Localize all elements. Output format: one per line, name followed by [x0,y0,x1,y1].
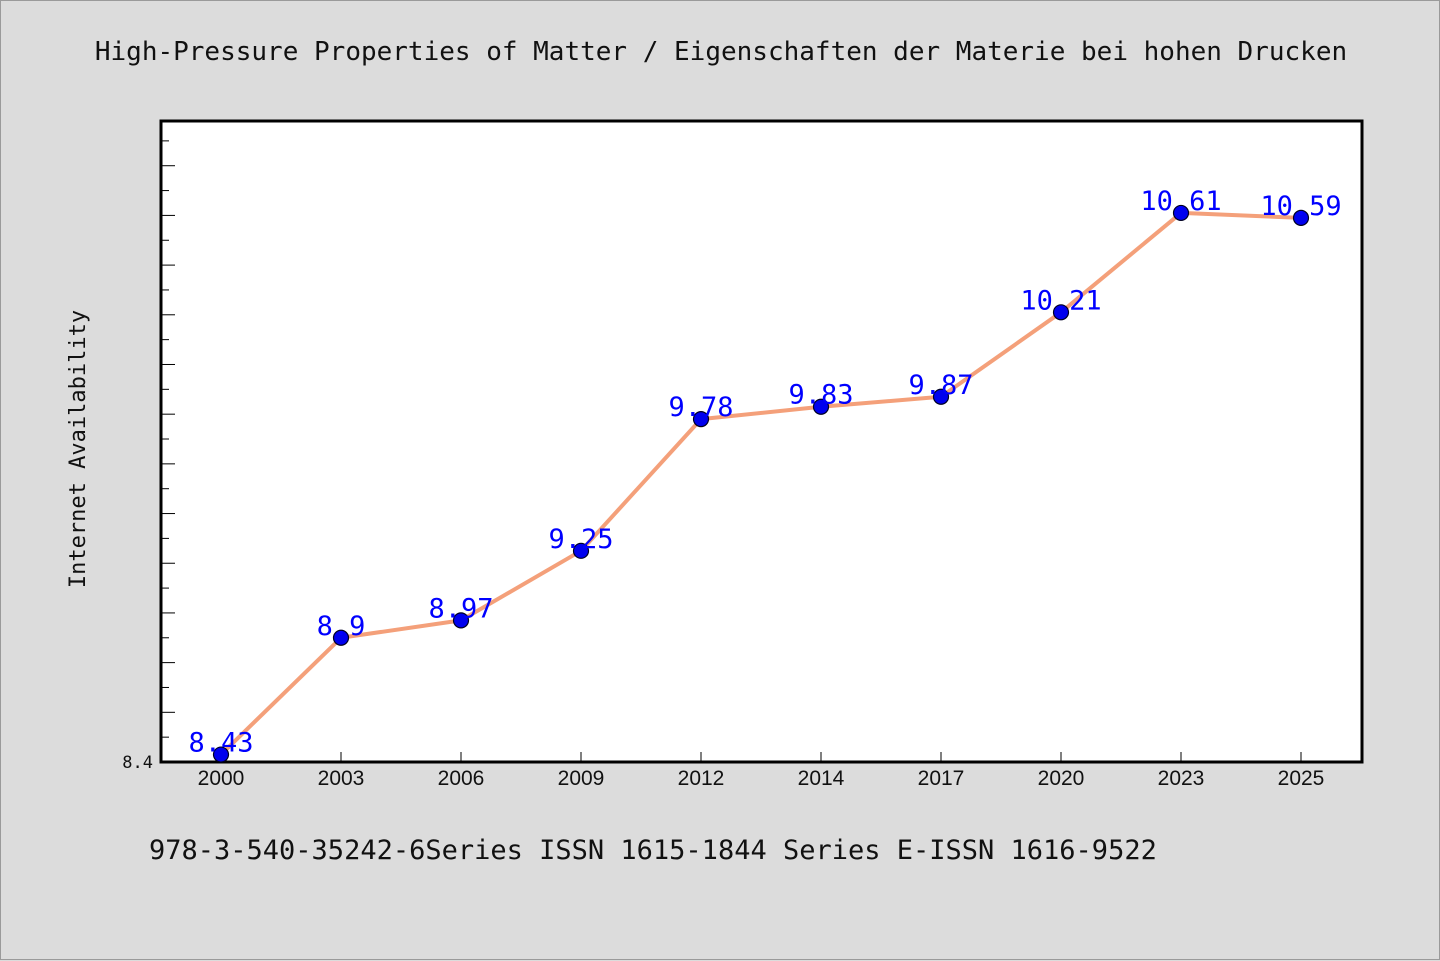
data-point [812,398,830,415]
series-line [219,210,1302,756]
x-tick-label: 2014 [798,767,845,790]
data-label: 10.59 [1260,191,1341,222]
data-label: 8.9 [317,611,366,642]
footer-isbn-issn: 978-3-540-35242-6Series ISSN 1615-1844 S… [149,835,1157,866]
data-point [332,629,350,646]
data-label: 8.43 [188,728,253,759]
x-axis-ticks: 2000 2003 2006 2009 2012 2014 2017 2020 2023 2025 [198,752,1325,790]
x-tick-label: 2003 [318,767,365,790]
x-tick-label: 2000 [198,767,245,790]
data-label: 10.61 [1140,186,1221,217]
data-label: 9.83 [788,380,853,411]
data-point [212,746,230,763]
data-labels: 8.43 8.9 8.97 9.25 9.78 9.83 9.87 10.21 10.61 10.… [188,186,1341,759]
data-label: 10.21 [1020,285,1101,316]
data-point [572,542,590,559]
data-point [932,388,950,405]
series-line-group [219,210,1302,756]
x-tick-label: 2017 [918,767,965,790]
chart-title: High-Pressure Properties of Matter / Eig… [94,37,1348,67]
y-axis-ticks: 8.4 [122,140,175,773]
y-tick-label: 8.4 [122,753,153,773]
x-tick-label: 2006 [438,767,485,790]
data-point [452,612,470,629]
x-tick-label: 2023 [1158,767,1205,790]
data-point [1052,304,1070,321]
series-markers [212,204,1310,763]
y-axis-label: Internet Availability [66,310,91,588]
x-tick-label: 2012 [678,767,725,790]
data-label: 8.97 [428,593,493,624]
data-label: 9.87 [908,370,973,401]
data-point [1172,204,1190,222]
x-tick-label: 2025 [1278,767,1325,790]
data-label: 9.78 [668,392,733,423]
data-label: 9.25 [548,524,613,555]
data-point [1292,209,1310,226]
x-tick-label: 2020 [1038,767,1085,790]
data-point [692,411,710,428]
x-tick-label: 2009 [558,767,605,790]
